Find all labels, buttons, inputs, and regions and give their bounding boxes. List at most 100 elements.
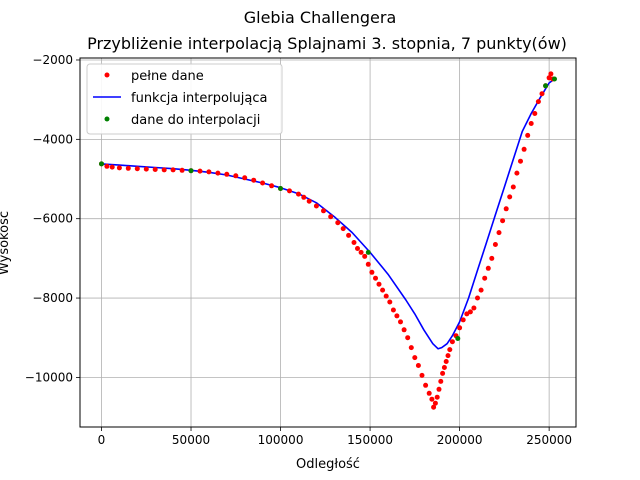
data-point bbox=[423, 382, 429, 388]
data-point bbox=[503, 206, 509, 212]
data-point bbox=[328, 214, 334, 220]
data-point bbox=[415, 363, 421, 368]
axes-frame bbox=[79, 57, 577, 428]
data-point bbox=[548, 71, 554, 77]
y-tick-label: −6000 bbox=[32, 212, 73, 226]
data-point bbox=[278, 186, 283, 191]
data-point bbox=[387, 299, 393, 305]
data-point bbox=[436, 386, 442, 392]
data-point bbox=[507, 194, 513, 200]
data-point bbox=[197, 168, 203, 174]
data-point bbox=[109, 164, 115, 170]
data-point bbox=[362, 253, 368, 259]
x-tick-label: 200000 bbox=[437, 433, 483, 447]
data-point bbox=[485, 265, 491, 271]
y-tick-label: −10000 bbox=[25, 370, 73, 384]
data-point bbox=[429, 396, 435, 402]
data-point bbox=[152, 167, 158, 172]
data-point bbox=[447, 347, 453, 353]
plot-area bbox=[99, 71, 557, 410]
data-point bbox=[373, 275, 378, 281]
data-point bbox=[179, 167, 185, 173]
data-point bbox=[521, 146, 527, 152]
data-point bbox=[528, 121, 534, 126]
data-point bbox=[321, 208, 326, 214]
data-point bbox=[269, 183, 275, 189]
data-point bbox=[355, 246, 360, 251]
data-point bbox=[455, 336, 461, 341]
data-point bbox=[346, 232, 352, 238]
data-point bbox=[443, 359, 449, 364]
data-point bbox=[383, 293, 389, 299]
data-point bbox=[426, 390, 432, 396]
y-axis-label: Wysokość bbox=[0, 211, 12, 275]
data-point bbox=[489, 255, 495, 261]
series-points-0 bbox=[99, 71, 556, 410]
data-point bbox=[539, 91, 545, 97]
data-point bbox=[251, 177, 257, 183]
data-point bbox=[394, 313, 400, 319]
data-point bbox=[365, 261, 371, 267]
data-point bbox=[143, 166, 149, 172]
data-point bbox=[405, 335, 411, 341]
y-axis-ticks: −10000 −8000 −6000 −4000 −2000 bbox=[25, 53, 80, 384]
x-tick-label: 100000 bbox=[258, 433, 304, 447]
x-axis-ticks: 0 50000 100000 150000 200000 250000 bbox=[98, 427, 572, 447]
x-tick-label: 50000 bbox=[172, 433, 210, 447]
data-point bbox=[441, 365, 447, 370]
data-point bbox=[408, 345, 414, 351]
data-point bbox=[460, 317, 466, 323]
data-point bbox=[365, 249, 371, 255]
y-tick-label: −2000 bbox=[32, 53, 73, 67]
legend-marker-nodes bbox=[104, 116, 110, 122]
data-point bbox=[313, 203, 319, 209]
series-points-2 bbox=[99, 76, 557, 341]
x-axis-label: Odległość bbox=[296, 457, 360, 472]
data-point bbox=[380, 287, 386, 293]
data-point bbox=[170, 167, 176, 173]
data-point bbox=[188, 168, 194, 174]
x-tick-label: 150000 bbox=[347, 433, 393, 447]
data-point bbox=[500, 218, 506, 224]
data-point bbox=[116, 165, 122, 171]
data-point bbox=[467, 309, 473, 315]
legend: pełne dane funkcja interpolująca dane do… bbox=[86, 63, 283, 135]
data-point bbox=[440, 370, 446, 376]
legend-label-nodes: dane do interpolacji bbox=[131, 113, 260, 128]
data-point bbox=[438, 378, 444, 384]
data-point bbox=[351, 240, 357, 245]
data-point bbox=[301, 194, 307, 200]
data-point bbox=[432, 400, 438, 406]
x-tick-label: 0 bbox=[98, 433, 106, 447]
data-point bbox=[478, 287, 484, 293]
data-point bbox=[134, 166, 140, 172]
data-point bbox=[475, 295, 480, 301]
data-point bbox=[471, 305, 477, 311]
data-point bbox=[419, 372, 425, 378]
chart-subtitle: Przybliżenie interpolacją Splajnami 3. s… bbox=[87, 34, 567, 53]
data-point bbox=[398, 319, 403, 325]
data-point bbox=[412, 355, 418, 361]
data-point bbox=[390, 307, 396, 313]
data-point bbox=[369, 269, 375, 275]
data-point bbox=[242, 175, 248, 181]
y-tick-label: −8000 bbox=[32, 291, 73, 305]
data-point bbox=[434, 394, 440, 400]
data-point bbox=[215, 170, 221, 176]
data-point bbox=[306, 198, 312, 204]
data-point bbox=[510, 184, 516, 190]
data-point bbox=[224, 171, 230, 177]
x-tick-label: 250000 bbox=[526, 433, 572, 447]
data-point bbox=[457, 325, 463, 331]
data-point bbox=[445, 353, 451, 359]
y-tick-label: −4000 bbox=[32, 132, 73, 146]
data-point bbox=[552, 76, 557, 82]
data-point bbox=[514, 170, 520, 176]
data-point bbox=[206, 169, 212, 175]
legend-label-full-data: pełne dane bbox=[131, 69, 204, 84]
data-point bbox=[104, 163, 110, 169]
data-point bbox=[335, 220, 341, 226]
data-point bbox=[161, 167, 167, 173]
data-point bbox=[518, 158, 523, 164]
data-point bbox=[449, 339, 455, 345]
